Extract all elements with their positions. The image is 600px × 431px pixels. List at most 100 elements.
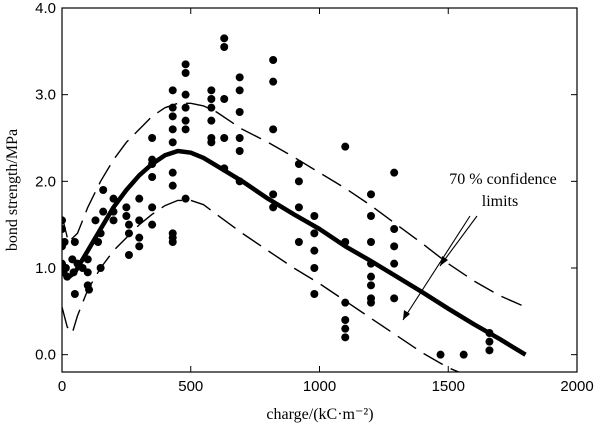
upper-confidence-line <box>62 102 526 308</box>
data-point <box>485 329 494 337</box>
data-point <box>168 181 177 190</box>
data-point <box>235 108 244 116</box>
data-point <box>269 77 278 86</box>
data-point <box>220 43 229 51</box>
data-point <box>341 238 350 246</box>
data-point <box>367 212 375 220</box>
annotation-line2: limits <box>482 193 518 210</box>
arrow-to-upper-limit <box>439 215 478 267</box>
data-point <box>63 272 72 281</box>
data-point <box>96 264 105 272</box>
data-point <box>367 259 375 268</box>
data-point <box>135 194 144 203</box>
data-point <box>135 242 144 251</box>
data-point <box>168 138 177 147</box>
data-point <box>390 294 399 303</box>
plot-frame <box>61 7 578 373</box>
data-point <box>91 216 100 225</box>
data-point <box>269 56 278 64</box>
data-point <box>294 160 303 168</box>
data-point <box>148 160 157 168</box>
x-axis-title: charge/(kC·m⁻²) <box>266 406 373 423</box>
data-point <box>207 138 216 147</box>
data-point <box>220 34 229 43</box>
data-point <box>310 264 319 272</box>
data-point <box>181 116 190 125</box>
data-point <box>485 337 494 346</box>
data-point <box>181 125 190 134</box>
data-point <box>83 268 92 277</box>
data-point <box>269 203 278 212</box>
data-point <box>70 290 79 298</box>
data-point <box>310 290 319 298</box>
data-point <box>109 216 118 225</box>
data-point <box>310 229 319 238</box>
data-point <box>83 255 92 264</box>
data-point <box>168 168 177 177</box>
data-point <box>124 220 133 229</box>
data-point <box>181 194 190 203</box>
axis-tick-labels: 0 500 1000 1500 2000 0.0 1.0 2.0 3.0 4.0 <box>35 0 594 395</box>
data-point <box>367 298 375 307</box>
data-point <box>220 95 229 103</box>
data-point <box>207 86 216 95</box>
data-point <box>148 203 157 212</box>
arrow-head-lower <box>403 310 410 320</box>
data-point <box>341 298 350 307</box>
data-point <box>168 86 177 95</box>
data-point <box>109 194 118 203</box>
data-point <box>122 212 131 220</box>
data-point <box>69 268 78 277</box>
data-point <box>181 69 190 77</box>
lower-confidence-line <box>62 199 461 372</box>
x-tick-label: 0 <box>58 378 66 395</box>
data-point <box>310 246 319 255</box>
data-point <box>135 216 144 225</box>
data-point <box>367 190 375 199</box>
data-point <box>124 229 133 238</box>
y-tick-label: 1.0 <box>35 260 56 277</box>
data-point <box>367 238 375 246</box>
data-points <box>62 34 494 359</box>
data-point <box>269 190 278 199</box>
data-point <box>181 90 190 99</box>
axis-ticks <box>61 7 578 372</box>
data-point <box>168 112 177 121</box>
data-point <box>70 238 79 246</box>
arrow-to-lower-limit <box>402 215 471 321</box>
data-point <box>148 220 157 229</box>
y-tick-label: 2.0 <box>35 173 56 190</box>
data-point <box>367 272 375 281</box>
data-point <box>235 147 244 155</box>
data-point <box>96 229 105 238</box>
data-point <box>207 116 216 125</box>
data-point <box>109 207 118 216</box>
data-point <box>207 103 216 112</box>
data-point <box>168 125 177 134</box>
data-point <box>235 134 244 142</box>
data-point <box>99 186 108 194</box>
data-point <box>341 142 350 151</box>
data-point <box>390 168 399 177</box>
fit-lines <box>62 102 527 372</box>
data-point <box>181 60 190 69</box>
data-point <box>62 264 70 272</box>
data-point <box>148 173 157 181</box>
x-tick-label: 2000 <box>560 378 593 395</box>
annotation-arrows <box>402 215 478 321</box>
data-point <box>235 86 244 95</box>
y-tick-label: 0.0 <box>35 347 56 364</box>
data-point <box>235 177 244 186</box>
data-point <box>220 164 229 173</box>
data-point <box>294 203 303 212</box>
data-point <box>168 238 177 246</box>
data-point <box>85 285 94 294</box>
x-tick-label: 1000 <box>303 378 336 395</box>
data-point <box>294 238 303 246</box>
data-point <box>135 233 144 242</box>
data-point <box>220 134 229 142</box>
annotation-line1: 70 % confidence <box>449 171 557 188</box>
data-point <box>148 134 157 142</box>
data-point <box>436 350 445 359</box>
